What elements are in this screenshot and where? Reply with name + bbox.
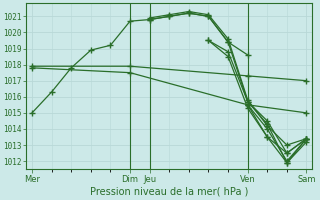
X-axis label: Pression niveau de la mer( hPa ): Pression niveau de la mer( hPa )	[90, 187, 248, 197]
